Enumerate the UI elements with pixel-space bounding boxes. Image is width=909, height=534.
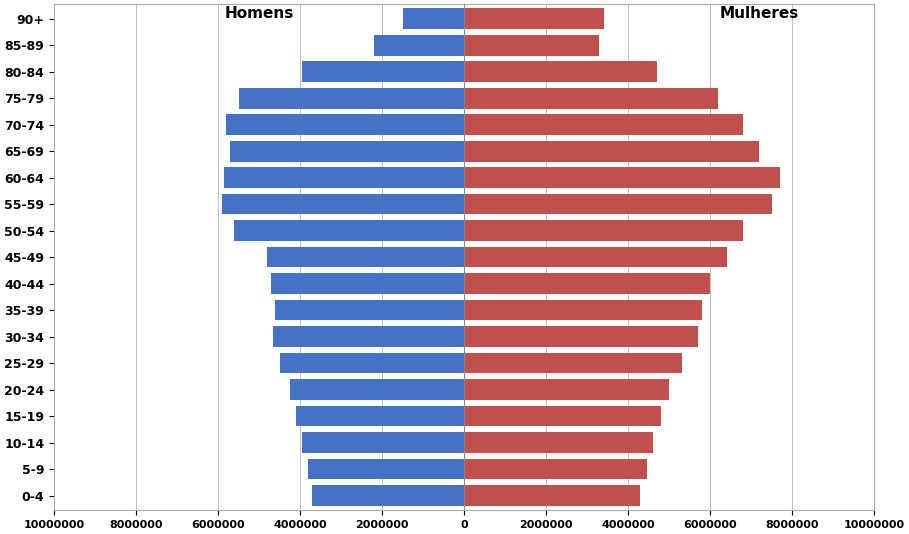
Text: Homens: Homens: [225, 6, 294, 21]
Bar: [296, 406, 464, 427]
Bar: [464, 406, 661, 427]
Bar: [464, 141, 759, 161]
Bar: [222, 194, 464, 215]
Bar: [275, 300, 464, 320]
Bar: [464, 35, 599, 56]
Bar: [464, 326, 698, 347]
Text: Mulheres: Mulheres: [720, 6, 799, 21]
Bar: [302, 61, 464, 82]
Bar: [403, 9, 464, 29]
Bar: [464, 300, 702, 320]
Bar: [290, 379, 464, 400]
Bar: [225, 167, 464, 188]
Bar: [464, 9, 604, 29]
Bar: [280, 353, 464, 373]
Bar: [464, 114, 743, 135]
Bar: [464, 379, 669, 400]
Bar: [230, 141, 464, 161]
Bar: [464, 432, 653, 453]
Bar: [235, 221, 464, 241]
Bar: [464, 88, 718, 108]
Bar: [374, 35, 464, 56]
Bar: [238, 88, 464, 108]
Bar: [464, 194, 772, 215]
Bar: [464, 273, 710, 294]
Bar: [274, 326, 464, 347]
Bar: [464, 485, 641, 506]
Bar: [302, 432, 464, 453]
Bar: [313, 485, 464, 506]
Bar: [272, 273, 464, 294]
Bar: [464, 459, 646, 480]
Bar: [226, 114, 464, 135]
Bar: [267, 247, 464, 268]
Bar: [464, 353, 682, 373]
Bar: [308, 459, 464, 480]
Bar: [464, 167, 780, 188]
Bar: [464, 61, 657, 82]
Bar: [464, 247, 726, 268]
Bar: [464, 221, 743, 241]
